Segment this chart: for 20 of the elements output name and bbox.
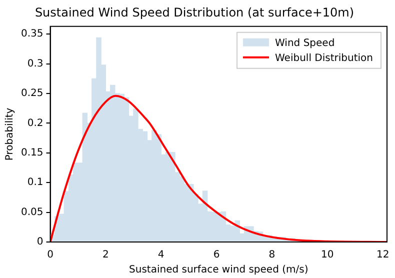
y-tick-label: 0.1 <box>27 177 44 188</box>
legend-label: Wind Speed <box>275 38 335 49</box>
y-tick-label: 0.05 <box>21 206 44 218</box>
x-tick-label: 0 <box>47 250 54 261</box>
chart-title: Sustained Wind Speed Distribution (at surface+10m) <box>34 5 354 20</box>
x-tick-label: 8 <box>268 250 276 261</box>
y-tick-label: 0.35 <box>21 28 44 40</box>
y-axis-title: Probability <box>4 108 16 161</box>
y-tick-label: 0 <box>36 236 44 248</box>
x-tick-label: 10 <box>321 250 334 261</box>
x-tick-label: 2 <box>102 250 109 261</box>
y-tick-label: 0.3 <box>27 58 44 70</box>
y-tick-label: 0.2 <box>27 118 44 129</box>
x-axis-title: Sustained surface wind speed (m/s) <box>129 264 308 276</box>
x-tick-label: 4 <box>158 250 164 261</box>
y-tick-label: 0.25 <box>21 88 44 100</box>
x-tick-label: 6 <box>213 250 220 261</box>
y-tick-label: 0.15 <box>21 148 44 159</box>
x-tick-label: 12 <box>376 250 390 261</box>
legend-label: Weibull Distribution <box>275 52 374 64</box>
